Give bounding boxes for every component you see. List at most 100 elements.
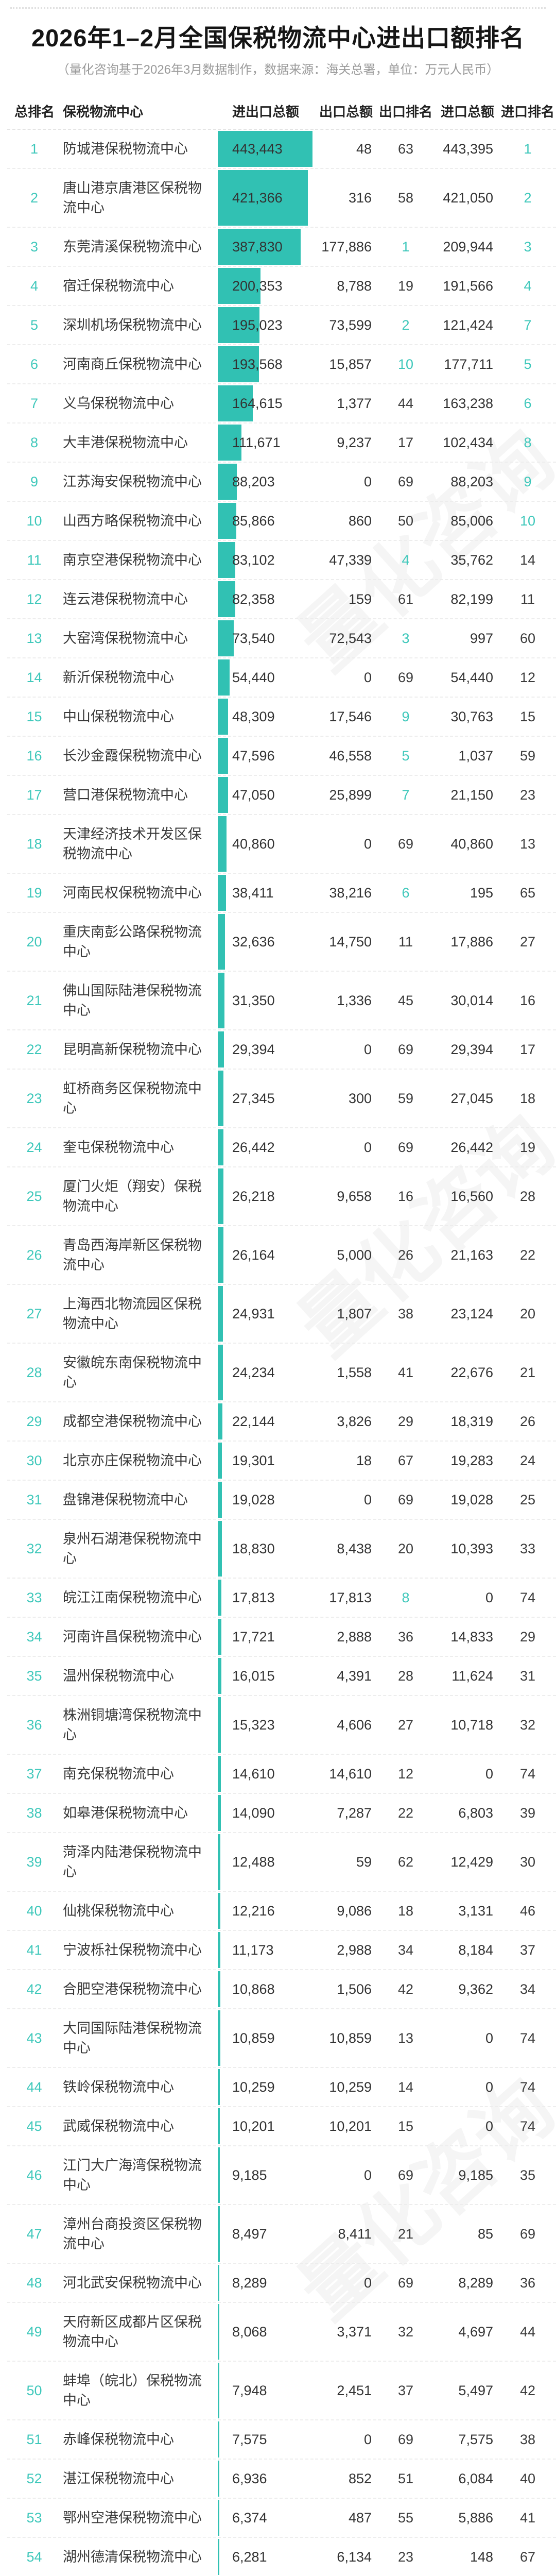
header-export-value: 出口总额 — [315, 101, 376, 130]
total-amount-bar — [218, 914, 225, 970]
total-value: 47,050 — [232, 787, 275, 803]
overall-rank-cell: 1 — [7, 130, 61, 169]
export-rank-cell: 69 — [378, 463, 433, 502]
export-value-cell: 9,086 — [315, 1892, 376, 1931]
import-rank-cell: 41 — [499, 2499, 556, 2538]
export-value-cell: 9,658 — [315, 1167, 376, 1226]
export-value-cell: 8,438 — [315, 1520, 376, 1579]
import-value-cell: 0 — [435, 2107, 498, 2146]
export-value-cell: 2,888 — [315, 1618, 376, 1657]
center-name-cell: 漳州台商投资区保税物流中心 — [63, 2205, 216, 2264]
total-value-cell: 83,102 — [218, 541, 314, 580]
center-name-cell: 赤峰保税物流中心 — [63, 2420, 216, 2460]
table-row: 42 合肥空港保税物流中心 10,868 1,506 42 9,362 34 — [0, 1970, 556, 2009]
page-subtitle: （量化咨询基于2026年3月数据制作，数据来源：海关总署，单位：万元人民币） — [57, 63, 499, 77]
import-value-cell: 209,944 — [435, 228, 498, 267]
total-value: 8,068 — [232, 2324, 267, 2340]
header-import-value: 进口总额 — [435, 101, 498, 130]
overall-rank-cell: 23 — [7, 1070, 61, 1128]
total-value-cell: 6,936 — [218, 2460, 314, 2499]
import-rank-cell: 4 — [499, 267, 556, 306]
table-row: 20 重庆南彭公路保税物流中心 32,636 14,750 11 17,886 … — [0, 913, 556, 972]
center-name-cell: 中山保税物流中心 — [63, 698, 216, 737]
top-divider — [10, 7, 546, 9]
export-value-cell: 1,807 — [315, 1285, 376, 1344]
import-rank-cell: 37 — [499, 1931, 556, 1970]
total-value-cell: 8,497 — [218, 2205, 314, 2264]
table-row: 30 北京亦庄保税物流中心 19,301 18 67 19,283 24 — [0, 1442, 556, 1481]
total-amount-bar — [218, 131, 312, 167]
export-rank-cell: 69 — [378, 658, 433, 698]
total-amount-bar — [218, 1893, 220, 1929]
table-row: 33 皖江江南保税物流中心 17,813 17,813 8 0 74 — [0, 1579, 556, 1618]
total-value: 111,671 — [232, 434, 281, 450]
export-rank-cell: 1 — [378, 228, 433, 267]
overall-rank-cell: 40 — [7, 1892, 61, 1931]
export-rank-cell: 7 — [378, 776, 433, 815]
total-value: 19,301 — [232, 1452, 275, 1468]
export-value-cell: 47,339 — [315, 541, 376, 580]
total-value-cell: 40,860 — [218, 815, 314, 874]
total-amount-bar — [218, 1227, 223, 1283]
total-value-cell: 421,366 — [218, 169, 314, 228]
total-value-cell: 27,345 — [218, 1070, 314, 1128]
import-value-cell: 5,886 — [435, 2499, 498, 2538]
center-name-cell: 江门大广海湾保税物流中心 — [63, 2146, 216, 2205]
import-rank-cell: 69 — [499, 2205, 556, 2264]
total-value-cell: 111,671 — [218, 423, 314, 463]
import-value-cell: 195 — [435, 874, 498, 913]
overall-rank-cell: 39 — [7, 1833, 61, 1892]
export-value-cell: 14,610 — [315, 1755, 376, 1794]
total-value: 26,442 — [232, 1139, 275, 1155]
total-value: 88,203 — [232, 473, 275, 489]
export-value-cell: 0 — [315, 1030, 376, 1070]
overall-rank-cell: 31 — [7, 1481, 61, 1520]
export-value-cell: 5,000 — [315, 1226, 376, 1285]
table-row: 22 昆明高新保税物流中心 29,394 0 69 29,394 17 — [0, 1030, 556, 1070]
import-rank-cell: 59 — [499, 737, 556, 776]
overall-rank-cell: 28 — [7, 1344, 61, 1402]
import-value-cell: 6,084 — [435, 2460, 498, 2499]
import-rank-cell: 38 — [499, 2420, 556, 2460]
total-amount-bar — [218, 2461, 219, 2497]
import-rank-cell: 11 — [499, 580, 556, 619]
overall-rank-cell: 54 — [7, 2538, 61, 2576]
table-row: 45 武威保税物流中心 10,201 10,201 15 0 74 — [0, 2107, 556, 2146]
export-value-cell: 6,134 — [315, 2538, 376, 2576]
total-value-cell: 32,636 — [218, 913, 314, 972]
total-value-cell: 164,615 — [218, 384, 314, 423]
export-value-cell: 10,859 — [315, 2009, 376, 2068]
total-value-cell: 88,203 — [218, 463, 314, 502]
total-value: 38,411 — [232, 885, 274, 901]
export-value-cell: 1,558 — [315, 1344, 376, 1402]
import-rank-cell: 74 — [499, 2107, 556, 2146]
total-amount-bar — [218, 1932, 220, 1968]
total-value: 200,353 — [232, 278, 283, 294]
total-value-cell: 195,023 — [218, 306, 314, 345]
export-value-cell: 0 — [315, 2264, 376, 2303]
total-amount-bar — [218, 542, 235, 578]
overall-rank-cell: 6 — [7, 345, 61, 384]
center-name-cell: 宁波栎社保税物流中心 — [63, 1931, 216, 1970]
table-row: 49 天府新区成都片区保税物流中心 8,068 3,371 32 4,697 4… — [0, 2303, 556, 2362]
import-value-cell: 29,394 — [435, 1030, 498, 1070]
table-row: 28 安徽皖东南保税物流中心 24,234 1,558 41 22,676 21 — [0, 1344, 556, 1402]
import-rank-cell: 16 — [499, 972, 556, 1030]
center-name-cell: 义乌保税物流中心 — [63, 384, 216, 423]
export-value-cell: 300 — [315, 1070, 376, 1128]
export-rank-cell: 55 — [378, 2499, 433, 2538]
import-rank-cell: 44 — [499, 2303, 556, 2362]
import-rank-cell: 17 — [499, 1030, 556, 1070]
table-row: 38 如皋港保税物流中心 14,090 7,287 22 6,803 39 — [0, 1794, 556, 1833]
export-value-cell: 46,558 — [315, 737, 376, 776]
total-value-cell: 7,948 — [218, 2362, 314, 2420]
center-name-cell: 重庆南彭公路保税物流中心 — [63, 913, 216, 972]
center-name-cell: 上海西北物流园区保税物流中心 — [63, 1285, 216, 1344]
total-value-cell: 17,813 — [218, 1579, 314, 1618]
import-value-cell: 6,803 — [435, 1794, 498, 1833]
total-value-cell: 24,931 — [218, 1285, 314, 1344]
export-value-cell: 159 — [315, 580, 376, 619]
overall-rank-cell: 11 — [7, 541, 61, 580]
table-row: 24 奎屯保税物流中心 26,442 0 69 26,442 19 — [0, 1128, 556, 1167]
